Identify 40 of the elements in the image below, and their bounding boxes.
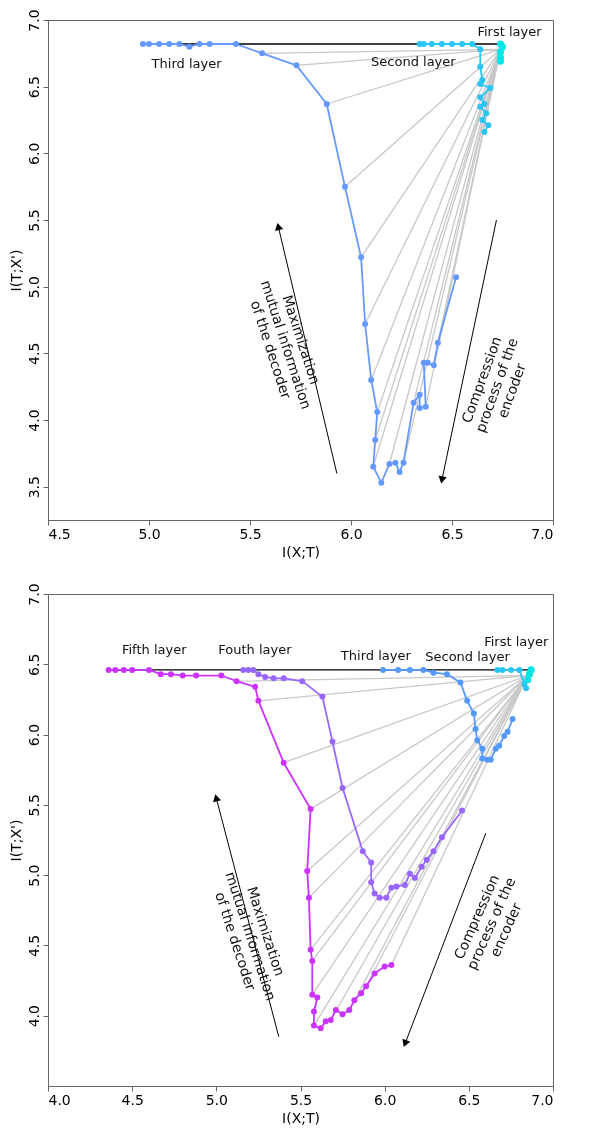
y-tick-label: 4.0 (25, 409, 42, 432)
y-tick-label: 5.5 (25, 209, 42, 232)
x-axis-title: I(X;T) (282, 543, 320, 560)
y-tick-label: 4.5 (25, 342, 42, 365)
x-tick-label: 4.0 (48, 1091, 71, 1108)
series-label: First layer (477, 24, 543, 39)
y-tick-label: 7.0 (25, 9, 42, 32)
x-tick-label: 6.0 (374, 1091, 397, 1108)
y-tick-label: 4.5 (25, 934, 42, 958)
x-tick-label: 7.0 (531, 525, 554, 542)
series-label: Third layer (150, 56, 223, 71)
x-axis-title: I(X;T) (282, 1109, 320, 1126)
y-tick-label: 6.0 (25, 723, 42, 747)
y-tick-label: 4.0 (25, 1005, 42, 1028)
y-tick-label: 5.5 (25, 794, 42, 817)
y-tick-label: 5.0 (25, 864, 42, 887)
series-label: Second layer (425, 648, 511, 664)
x-tick-label: 7.0 (531, 1091, 554, 1108)
x-tick-label: 4.5 (121, 1091, 144, 1108)
y-tick-label: 6.5 (25, 76, 42, 99)
x-tick-label: 5.5 (239, 525, 262, 542)
y-tick-label: 7.0 (25, 583, 42, 606)
series-label: Fouth layer (218, 641, 293, 657)
x-tick-label: 5.5 (289, 1091, 313, 1108)
x-tick-label: 6.0 (340, 525, 363, 542)
series-label: Fifth layer (121, 641, 188, 657)
x-tick-label: 6.5 (441, 525, 464, 542)
y-tick-label: 3.5 (25, 476, 42, 499)
series-label: Third layer (339, 647, 412, 663)
y-tick-label: 5.0 (25, 276, 42, 299)
y-axis-title: I(T;X') (7, 249, 24, 292)
x-tick-label: 6.5 (458, 1091, 481, 1108)
x-tick-label: 4.5 (48, 525, 71, 542)
series-label: First layer (484, 633, 549, 649)
series-label: Second layer (371, 54, 457, 69)
x-tick-label: 5.0 (138, 525, 161, 542)
y-axis-title: I(T;X') (7, 819, 24, 862)
y-tick-label: 6.5 (25, 653, 42, 676)
y-tick-label: 6.0 (25, 142, 42, 165)
x-tick-label: 5.0 (205, 1091, 228, 1108)
